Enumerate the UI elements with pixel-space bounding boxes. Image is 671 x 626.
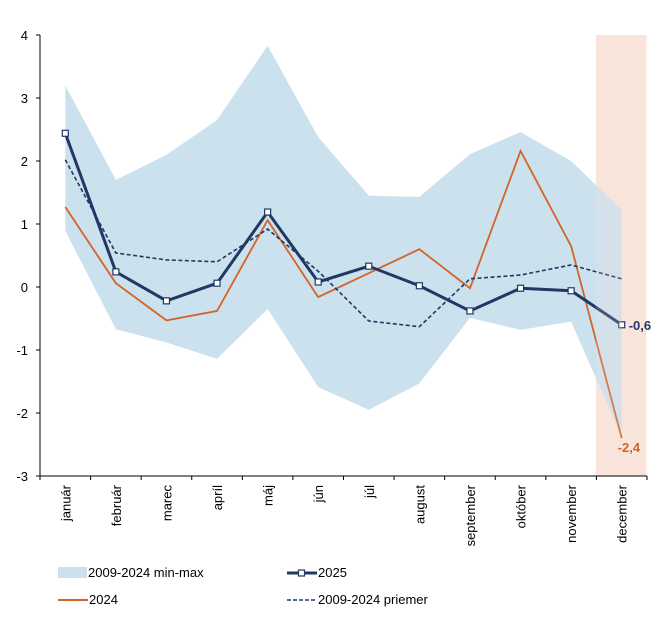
series-line-2024 — [64, 148, 623, 439]
data-point-2025 — [112, 268, 120, 276]
data-point-2025 — [415, 282, 423, 290]
legend-swatch-2025 — [287, 568, 317, 577]
y-tick-label: 3 — [21, 91, 28, 106]
y-tick-label: 4 — [21, 28, 28, 43]
legend-label-average: 2009-2024 priemer — [318, 592, 428, 607]
legend-swatch-band — [58, 567, 87, 578]
annotation-2024-value: -2,4 — [618, 440, 641, 455]
series-line-2025 — [63, 132, 623, 327]
legend-swatch-average — [287, 598, 317, 601]
data-point-2025 — [466, 307, 474, 315]
data-point-2025 — [314, 278, 322, 286]
legend-item-band: 2009-2024 min-max — [58, 565, 204, 580]
legend-item-average: 2009-2024 priemer — [287, 592, 428, 607]
x-tick-label: december — [615, 484, 630, 542]
legend-label-2024: 2024 — [89, 592, 118, 607]
y-tick-label: 2 — [21, 154, 28, 169]
highlight-overlay — [595, 35, 622, 476]
x-tick-label: júl — [362, 485, 377, 499]
legend-label-2025: 2025 — [318, 565, 347, 580]
x-tick-label: apríl — [210, 485, 225, 510]
legend-item-2025: 2025 — [287, 565, 347, 580]
x-tick-label: jún — [311, 485, 326, 503]
y-tick-label: 1 — [21, 217, 28, 232]
annotation-2025-value: -0,6 — [629, 318, 651, 333]
data-point-2025 — [264, 208, 272, 216]
x-tick-label: február — [109, 484, 124, 526]
y-tick-label: -2 — [16, 406, 28, 421]
data-point-2025 — [213, 279, 221, 287]
data-point-2025 — [162, 297, 171, 305]
x-tick-label: november — [564, 484, 579, 542]
data-point-2025 — [567, 287, 575, 295]
y-tick-label: 0 — [21, 280, 28, 295]
y-tick-label: -3 — [16, 469, 28, 484]
band-min-max-area — [65, 45, 622, 437]
x-tick-label: máj — [261, 485, 276, 506]
legend-item-2024: 2024 — [58, 592, 118, 607]
x-tick-label: január — [58, 484, 73, 522]
y-tick-label: -1 — [16, 343, 28, 358]
x-tick-label: september — [463, 484, 478, 546]
legend-swatch-2024 — [58, 598, 88, 601]
x-tick-label: marec — [159, 485, 174, 522]
legend-label-band: 2009-2024 min-max — [88, 565, 204, 580]
x-tick-label: august — [412, 485, 427, 524]
x-tick-label: október — [514, 484, 529, 528]
data-point-2025 — [365, 262, 373, 270]
data-point-2025 — [61, 129, 69, 137]
data-point-2025 — [618, 321, 626, 329]
data-point-2025 — [516, 284, 525, 292]
